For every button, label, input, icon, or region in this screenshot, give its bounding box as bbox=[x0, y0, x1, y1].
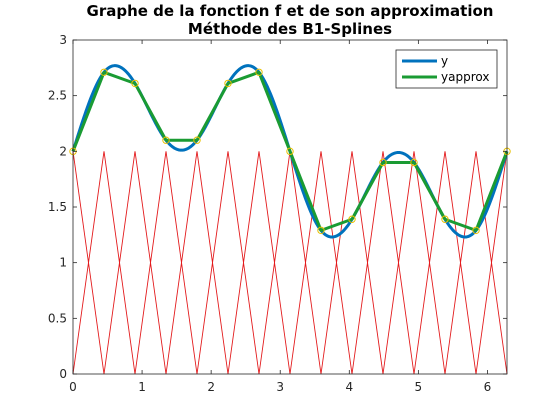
node-marker bbox=[286, 147, 294, 156]
y-tick-label: 0 bbox=[59, 367, 67, 381]
node-marker bbox=[472, 226, 480, 235]
legend-label-yapprox: yapprox bbox=[441, 70, 489, 84]
series-yapprox bbox=[71, 70, 509, 232]
node-marker bbox=[100, 68, 108, 76]
basis-function bbox=[382, 151, 446, 375]
basis-function bbox=[134, 151, 198, 375]
chart-title: Graphe de la fonction f et de son approx… bbox=[87, 2, 494, 20]
node-marker bbox=[193, 136, 201, 144]
basis-function bbox=[351, 151, 415, 375]
x-tick-label: 0 bbox=[69, 380, 77, 394]
y-tick-label: 1 bbox=[59, 256, 67, 270]
basis-function bbox=[444, 151, 508, 375]
node-marker bbox=[224, 79, 232, 88]
node-marker bbox=[255, 68, 263, 76]
y-tick-label: 2 bbox=[59, 144, 67, 158]
chart-subtitle: Méthode des B1-Splines bbox=[188, 20, 392, 38]
y-tick-label: 2.5 bbox=[48, 89, 67, 103]
basis-function bbox=[475, 151, 508, 375]
x-tick-label: 3 bbox=[276, 380, 284, 394]
y-axis: 0 0.5 1 1.5 2 2.5 3 bbox=[48, 33, 507, 381]
node-marker bbox=[379, 158, 387, 167]
node-marker bbox=[162, 136, 170, 144]
y-tick-label: 1.5 bbox=[48, 200, 67, 214]
node-marker bbox=[131, 79, 139, 88]
basis-function bbox=[165, 151, 229, 375]
x-tick-label: 1 bbox=[138, 380, 146, 394]
legend-box bbox=[395, 49, 498, 89]
basis-function bbox=[196, 151, 260, 375]
node-marker bbox=[348, 215, 356, 223]
basis-function bbox=[289, 151, 353, 375]
x-tick-label: 5 bbox=[415, 380, 423, 394]
basis-function bbox=[320, 151, 384, 375]
basis-function bbox=[72, 151, 136, 375]
y-tick-label: 0.5 bbox=[48, 311, 67, 325]
x-axis: 0 1 2 3 4 5 6 bbox=[69, 40, 491, 394]
legend: y yapprox bbox=[395, 49, 498, 89]
legend-label-y: y bbox=[441, 54, 448, 68]
series-line-yapprox bbox=[71, 70, 509, 232]
basis-function bbox=[413, 151, 477, 375]
node-marker bbox=[441, 215, 449, 223]
basis-function bbox=[103, 151, 167, 375]
x-tick-label: 4 bbox=[345, 380, 353, 394]
x-tick-label: 6 bbox=[484, 380, 492, 394]
x-tick-label: 2 bbox=[207, 380, 215, 394]
basis-function bbox=[258, 151, 322, 375]
node-marker bbox=[317, 226, 325, 235]
basis-function bbox=[227, 151, 291, 375]
node-marker bbox=[410, 158, 418, 167]
basis-functions bbox=[72, 151, 508, 375]
y-tick-label: 3 bbox=[59, 33, 67, 47]
